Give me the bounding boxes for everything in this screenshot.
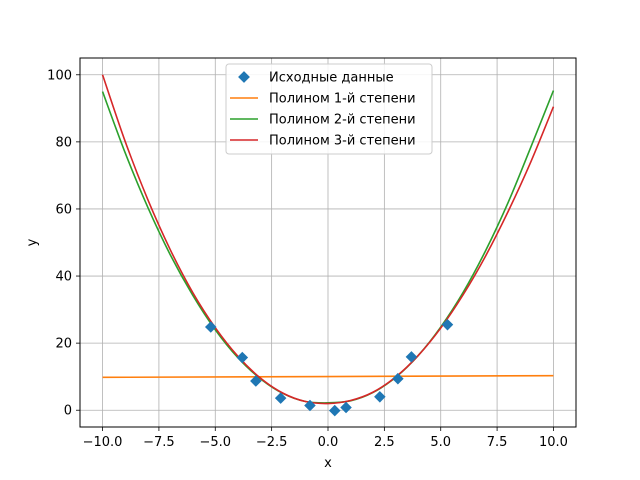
- series-line-1: [102, 374, 554, 379]
- y-tick-label: 80: [55, 135, 72, 150]
- legend-label: Полином 3-й степени: [269, 134, 416, 149]
- y-tick-label: 20: [55, 337, 72, 352]
- x-tick-label: −7.5: [143, 435, 175, 450]
- ticks: −10.0 −7.5 −5.0 −2.5 0.0 2.5 5.0 7.5 10.0 0 20 40 60…: [47, 68, 568, 450]
- y-tick-label: 100: [47, 68, 72, 83]
- legend-label: Полином 1-й степени: [269, 92, 416, 107]
- data-point: [340, 401, 352, 414]
- x-axis-label: x: [324, 456, 332, 471]
- y-axis-label: y: [25, 238, 40, 246]
- legend-box: [225, 63, 433, 155]
- x-tick-label: 7.5: [487, 435, 508, 450]
- x-tick-label: −2.5: [256, 435, 288, 450]
- y-tick-label: 0: [64, 404, 72, 419]
- data-point: [304, 399, 316, 412]
- data-point: [392, 372, 404, 385]
- legend-label: Полином 2-й степени: [269, 113, 416, 128]
- data-point: [250, 375, 262, 387]
- data-point: [374, 391, 386, 403]
- data-point: [328, 404, 341, 417]
- x-tick-label: 5.0: [430, 435, 451, 450]
- x-tick-label: 0.0: [318, 435, 339, 450]
- data-point: [274, 392, 287, 404]
- legend-label: Исходные данные: [269, 71, 394, 86]
- x-tick-label: −5.0: [199, 435, 231, 450]
- y-tick-label: 60: [55, 202, 72, 217]
- y-tick-label: 40: [55, 270, 72, 285]
- data-point: [441, 318, 454, 331]
- x-tick-label: 10.0: [539, 435, 568, 450]
- legend-marker: [238, 71, 250, 83]
- data-point: [204, 321, 217, 333]
- series-layer: [101, 74, 555, 417]
- x-tick-label: −10.0: [83, 435, 123, 450]
- data-point: [236, 351, 249, 364]
- series-line-3: [101, 74, 555, 405]
- data-point: [405, 351, 418, 363]
- legend: Исходные данные Полином 1-й степени Полино…: [225, 63, 433, 155]
- x-tick-label: 2.5: [374, 435, 395, 450]
